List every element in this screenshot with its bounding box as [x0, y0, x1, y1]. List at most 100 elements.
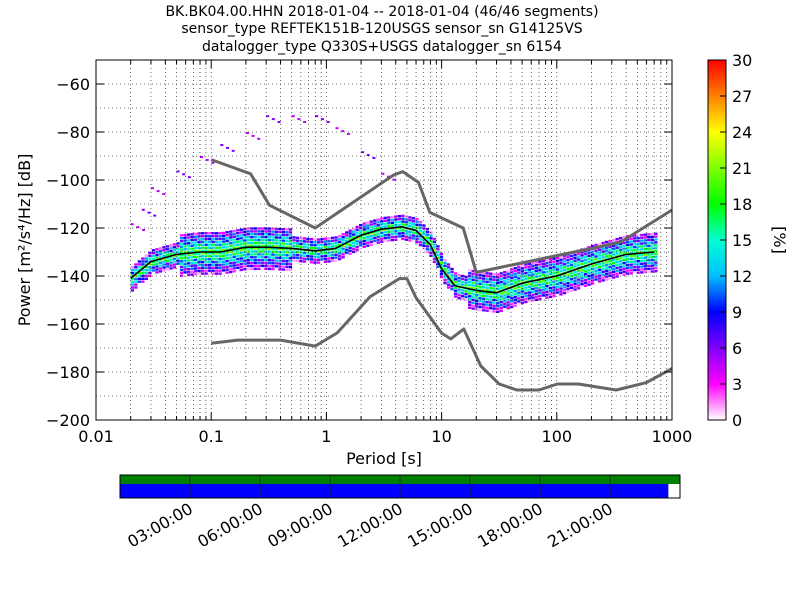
- heatmap-cell: [320, 237, 324, 241]
- heatmap-cell: [587, 280, 591, 283]
- heatmap-cell: [130, 280, 134, 283]
- heatmap-outlier-cell: [341, 130, 345, 133]
- heatmap-cell: [250, 238, 254, 242]
- heatmap-cell: [383, 216, 387, 220]
- heatmap-cell: [179, 242, 184, 246]
- heatmap-cell: [348, 229, 352, 232]
- heatmap-cell: [246, 261, 250, 265]
- heatmap-cell: [373, 236, 377, 240]
- heatmap-cell: [538, 260, 542, 263]
- heatmap-cell: [320, 255, 324, 258]
- heatmap-cell: [278, 242, 282, 245]
- heatmap-cell: [352, 233, 356, 236]
- heatmap-cell: [193, 258, 198, 261]
- heatmap-cell: [243, 268, 247, 271]
- heatmap-cell: [134, 266, 138, 269]
- heatmap-cell: [566, 259, 570, 262]
- heatmap-cell: [436, 253, 440, 257]
- heatmap-cell: [200, 246, 205, 249]
- heatmap-cell: [468, 298, 472, 301]
- heatmap-cell: [636, 248, 640, 251]
- heatmap-cell: [193, 261, 198, 264]
- heatmap-cell: [204, 240, 208, 244]
- heatmap-cell: [643, 253, 647, 256]
- heatmap-cell: [141, 271, 145, 275]
- heatmap-cell: [218, 252, 222, 255]
- heatmap-cell: [513, 304, 517, 307]
- heatmap-cell: [316, 255, 321, 258]
- heatmap-cell: [348, 235, 352, 238]
- heatmap-cell: [643, 268, 647, 271]
- heatmap-cell: [355, 231, 359, 234]
- heatmap-cell: [594, 266, 598, 270]
- heatmap-cell: [253, 244, 257, 247]
- heatmap-cell: [158, 250, 163, 253]
- heatmap-cell: [580, 285, 584, 289]
- heatmap-cell: [288, 231, 293, 234]
- heatmap-cell: [559, 264, 563, 267]
- heatmap-cell: [460, 277, 465, 281]
- heatmap-outlier-cell: [182, 173, 186, 176]
- heatmap-cell: [134, 269, 138, 272]
- heatmap-cell: [647, 256, 651, 259]
- heatmap-cell: [323, 260, 328, 263]
- heatmap-cell: [186, 236, 191, 239]
- heatmap-cell: [232, 238, 236, 241]
- heatmap-cell: [172, 249, 177, 252]
- heatmap-cell: [162, 260, 166, 263]
- heatmap-cell: [464, 284, 468, 287]
- heatmap-cell: [137, 274, 141, 278]
- heatmap-cell: [640, 233, 644, 237]
- heatmap-cell: [587, 260, 591, 263]
- heatmap-cell: [580, 277, 584, 280]
- heatmap-cell: [562, 291, 567, 295]
- heatmap-cell: [376, 241, 380, 244]
- heatmap-cell: [313, 252, 317, 256]
- heatmap-cell: [285, 228, 289, 231]
- heatmap-cell: [366, 244, 370, 247]
- heatmap-cell: [545, 264, 549, 268]
- heatmap-cell: [359, 238, 363, 241]
- heatmap-cell: [260, 267, 264, 270]
- heatmap-cell: [320, 240, 324, 244]
- heatmap-cell: [408, 230, 412, 233]
- heatmap-cell: [285, 231, 289, 234]
- heatmap-cell: [415, 238, 419, 241]
- heatmap-cell: [200, 252, 205, 255]
- heatmap-cell: [443, 258, 447, 262]
- heatmap-cell: [151, 257, 156, 261]
- heatmap-cell: [243, 233, 247, 236]
- heatmap-cell: [151, 266, 156, 269]
- heatmap-cell: [183, 265, 187, 268]
- heatmap-cell: [559, 270, 563, 273]
- heatmap-cell: [453, 286, 458, 290]
- heatmap-cell: [580, 274, 584, 277]
- heatmap-cell: [654, 235, 658, 238]
- heatmap-cell: [327, 240, 331, 243]
- heatmap-cell: [629, 257, 633, 261]
- heatmap-cell: [190, 256, 194, 259]
- heatmap-cell: [267, 256, 271, 259]
- heatmap-cell: [292, 259, 296, 262]
- heatmap-cell: [148, 257, 152, 260]
- heatmap-cell: [654, 244, 658, 247]
- heatmap-cell: [404, 235, 408, 238]
- heatmap-cell: [239, 257, 243, 260]
- heatmap-cell: [253, 230, 257, 233]
- heatmap-cell: [439, 272, 444, 276]
- heatmap-cell: [464, 281, 468, 284]
- heatmap-cell: [612, 247, 616, 250]
- y-tick-label: −140: [46, 267, 90, 286]
- x-tick-label: 1000: [652, 427, 693, 446]
- heatmap-cell: [612, 261, 616, 265]
- heatmap-cell: [165, 268, 170, 271]
- heatmap-cell: [179, 260, 184, 263]
- heatmap-cell: [569, 286, 574, 289]
- heatmap-cell: [622, 270, 626, 273]
- heatmap-cell: [257, 241, 261, 245]
- colorbar-tick-label: 3: [732, 375, 742, 394]
- heatmap-cell: [464, 295, 468, 299]
- heatmap-cell: [186, 239, 191, 242]
- heatmap-cell: [193, 273, 198, 276]
- heatmap-cell: [208, 255, 212, 258]
